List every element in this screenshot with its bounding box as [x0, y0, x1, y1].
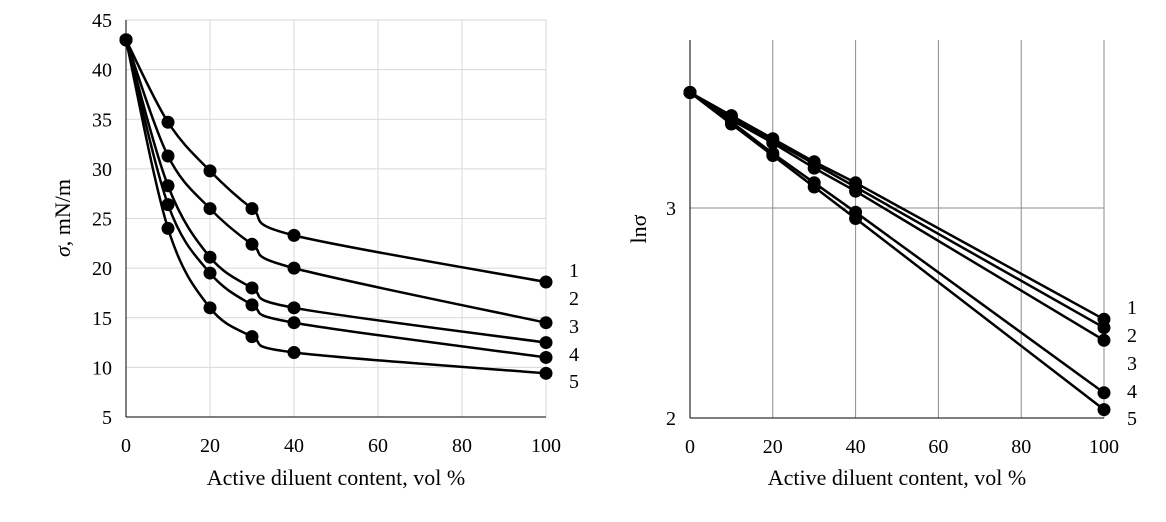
chart1-ytick-label: 15: [92, 308, 112, 330]
chart2-series-5-point: [766, 149, 780, 162]
chart2-xtick-label: 100: [1089, 436, 1119, 458]
chart2-series-3-point: [849, 184, 863, 198]
chart2-series-4-point: [1097, 386, 1111, 400]
chart1-series-2-point: [161, 149, 175, 163]
chart2-xtick-label: 40: [846, 436, 866, 458]
chart2-ytick-label: 2: [666, 408, 676, 430]
chart1-series-5-point: [245, 330, 259, 344]
chart1-series-4-point: [287, 316, 301, 330]
chart1-series-3-point: [287, 301, 301, 315]
chart1-series-2-point: [287, 261, 301, 275]
chart1-series-3-line: [124, 39, 547, 344]
chart1-series-1-point: [245, 202, 259, 216]
chart1-ytick-label: 20: [92, 258, 112, 280]
chart1-series-label-3: 3: [569, 316, 579, 338]
chart2-ytick-label: 3: [666, 198, 676, 220]
chart2-series-5-point: [724, 117, 738, 131]
chart2-series-5-point: [807, 180, 821, 194]
chart1-series-5-point: [539, 366, 553, 380]
chart2-series-label-4: 4: [1127, 381, 1137, 403]
chart1-series-2-point: [245, 237, 259, 251]
chart1-series-3-point: [161, 179, 175, 193]
chart2-series-3-line: [689, 91, 1105, 342]
chart2-series-3-point: [766, 136, 780, 150]
chart1-x-axis-label: Active diluent content, vol %: [207, 465, 465, 490]
chart1-series-2-point: [539, 316, 553, 330]
chart1-ytick-label: 10: [92, 357, 112, 379]
chart2-series-5-point: [1097, 403, 1111, 417]
chart1-ytick-label: 35: [92, 109, 112, 131]
chart1-xtick-label: 60: [368, 435, 388, 457]
chart2-series-label-5: 5: [1127, 408, 1137, 430]
chart1-series-1-point: [539, 275, 553, 289]
chart1-series-1-point: [161, 115, 175, 129]
chart1-series-1-point: [203, 164, 217, 178]
chart1-series-5-point: [119, 33, 133, 47]
chart2-series-5-point: [683, 86, 697, 99]
chart2-series-2-line: [689, 91, 1105, 329]
chart1-ytick-label: 45: [92, 10, 112, 32]
chart2-series-5-point: [849, 212, 863, 225]
chart2-xtick-label: 80: [1011, 436, 1031, 458]
chart1-series-5-line: [124, 39, 547, 375]
chart2-series-3-point: [1097, 333, 1111, 347]
chart1-xtick-label: 80: [452, 435, 472, 457]
chart1-series-4-line: [124, 39, 547, 359]
chart1-series-4-point: [539, 350, 553, 364]
chart2-series-5-line: [689, 91, 1105, 411]
chart1-series-5-point: [161, 221, 175, 235]
chart2-xtick-label: 60: [928, 436, 948, 458]
chart2-series-label-2: 2: [1127, 325, 1137, 347]
chart1-series-4-point: [203, 266, 217, 280]
chart2-series-2-point: [1097, 321, 1111, 335]
chart2-y-axis-label: lnσ: [626, 214, 651, 243]
chart2-series-label-3: 3: [1127, 353, 1137, 375]
chart2-series-label-1: 1: [1127, 297, 1137, 319]
chart1-xtick-label: 0: [121, 435, 131, 457]
chart1-series-2-point: [203, 202, 217, 216]
chart1-series-3-point: [203, 250, 217, 264]
chart2-series-1-line: [689, 91, 1105, 321]
chart1-ytick-label: 5: [102, 407, 112, 429]
chart2-x-axis-label: Active diluent content, vol %: [768, 465, 1026, 490]
chart1-series-4-point: [245, 298, 259, 312]
chart1-xtick-label: 40: [284, 435, 304, 457]
chart1-series-label-2: 2: [569, 288, 579, 310]
chart1-series-label-5: 5: [569, 371, 579, 393]
chart2-xtick-label: 20: [763, 436, 783, 458]
chart1-series-label-4: 4: [569, 344, 579, 366]
chart1-ytick-label: 25: [92, 209, 112, 231]
chart1-series-1-point: [287, 228, 301, 242]
chart2-xtick-label: 0: [685, 436, 695, 458]
chart1-series-3-point: [245, 281, 259, 295]
chart2-series-3-point: [807, 161, 821, 175]
chart1-series-3-point: [539, 336, 553, 350]
chart1-y-axis-label: σ, mN/m: [50, 179, 75, 257]
chart1-ytick-label: 30: [92, 159, 112, 181]
chart1-xtick-label: 20: [200, 435, 220, 457]
chart1-series-label-1: 1: [569, 260, 579, 282]
chart1-series-5-point: [203, 301, 217, 315]
chart2-series-4-line: [689, 91, 1105, 394]
chart1-xtick-label: 100: [531, 435, 561, 457]
chart-ln-surface-tension: 2 3 0 20 40 60 80 100 Active diluent content, vo…: [626, 40, 1137, 490]
chart1-series-4-point: [161, 198, 175, 212]
chart1-series-5-point: [287, 345, 301, 359]
chart1-ytick-label: 40: [92, 60, 112, 82]
